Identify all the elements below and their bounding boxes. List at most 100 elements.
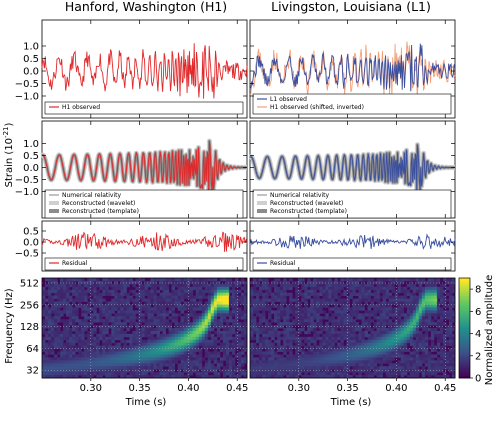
spectrogram-cell [102,357,106,361]
spectrogram-cell [268,369,272,373]
spectrogram-cell [162,328,166,332]
spectrogram-cell [325,278,329,282]
spectrogram-cell [301,319,305,323]
spectrogram-cell [186,286,191,291]
spectrogram-cell [250,345,254,349]
spectrogram-cell [364,328,368,332]
spectrogram-cell [346,289,350,294]
spectrogram-cell [430,278,435,282]
spectrogram-cell [81,372,85,376]
spectrogram-cell [201,375,206,379]
spectrogram-cell [244,333,248,338]
spectrogram-cell [337,325,341,329]
spectrogram-cell [168,310,172,314]
spectrogram-cell [439,333,444,338]
spectrogram-cell [123,313,127,317]
spectrogram-cell [373,330,377,335]
spectrogram-cell [244,328,248,332]
spectrogram-cell [304,301,308,305]
spectrogram-cell [135,292,139,296]
spectrogram-cell [436,301,441,305]
spectrogram-cell [430,354,435,358]
spectrogram-cell [96,348,100,352]
spectrogram-cell [207,345,212,349]
spectrogram-cell [430,369,435,373]
spectrogram-cell [427,319,432,323]
spectrogram-cell [289,278,293,282]
spectrogram-cell [144,307,148,311]
spectrogram-cell [222,278,227,282]
spectrogram-cell [207,322,212,326]
spectrogram-cell [355,328,359,332]
spectrogram-cell [265,328,269,332]
spectrogram-cell [424,280,429,285]
spectrogram-cell [165,342,169,346]
spectrogram-cell [66,366,70,370]
spectrogram-cell [367,342,371,346]
spectrogram-cell [201,289,206,294]
spectrogram-cell [379,342,383,346]
spectrogram-cell [370,330,374,335]
spectrogram-cell [186,280,191,285]
spectrogram-cell [373,336,377,341]
spectrogram-cell [415,313,420,317]
spectrogram-cell [66,328,70,332]
spectrogram-cell [102,366,106,370]
spectrogram-cell [397,298,402,302]
spectrogram-cell [421,292,426,296]
spectrogram-cell [96,375,100,379]
spectrogram-cell [412,360,417,364]
spectrogram-cell [346,313,350,317]
spectrogram-cell [352,339,356,344]
spectrogram-cell [177,333,182,338]
spectrogram-cell [361,319,365,323]
spectrogram-cell [364,351,368,355]
spectrogram-cell [213,342,218,346]
colorbar-step [459,360,470,364]
spectrogram-cell [406,307,411,311]
spectrogram-cell [54,292,58,296]
spectrogram-cell [48,330,52,335]
spectrogram-cell [334,292,338,296]
spectrogram-cell [346,354,350,358]
spectrogram-cell [238,360,242,364]
spectrogram-cell [234,301,239,305]
spectrogram-cell [280,286,284,291]
spectrogram-cell [334,322,338,326]
spectrogram-cell [313,298,317,302]
spectrogram-cell [201,280,206,285]
spectrogram-cell [397,301,402,305]
spectrogram-cell [292,307,296,311]
spectrogram-cell [421,360,426,364]
spectrogram-cell [168,295,172,299]
spectrogram-cell [81,357,85,361]
spectrogram-cell [231,339,236,344]
spectrogram-cell [174,316,178,320]
spectrogram-cell [90,354,94,358]
spectrogram-cell [436,310,441,314]
spectrogram-cell [304,295,308,299]
spectrogram-cell [177,301,182,305]
spectrogram-cell [111,307,115,311]
spectrogram-cell [310,298,314,302]
spectrogram-cell [238,345,242,349]
spectrogram-cell [84,354,88,358]
spectrogram-cell [358,313,362,317]
spectrogram-cell [207,375,212,379]
spectrogram-cell [352,298,356,302]
spectrogram-cell [446,357,450,361]
spectrogram-cell [382,345,386,349]
spectrogram-cell [45,363,49,367]
spectrogram-cell [216,366,221,370]
spectrogram-cell [171,330,175,335]
spectrogram-cell [84,360,88,364]
spectrogram-cell [259,345,263,349]
spectrogram-cell [310,348,314,352]
spectrogram-cell [316,316,320,320]
spectrogram-cell [367,339,371,344]
spectrogram-cell [87,351,91,355]
spectrogram-cell [156,366,160,370]
spectrogram-cell [105,342,109,346]
spectrogram-cell [138,301,142,305]
spectrogram-cell [165,304,169,308]
